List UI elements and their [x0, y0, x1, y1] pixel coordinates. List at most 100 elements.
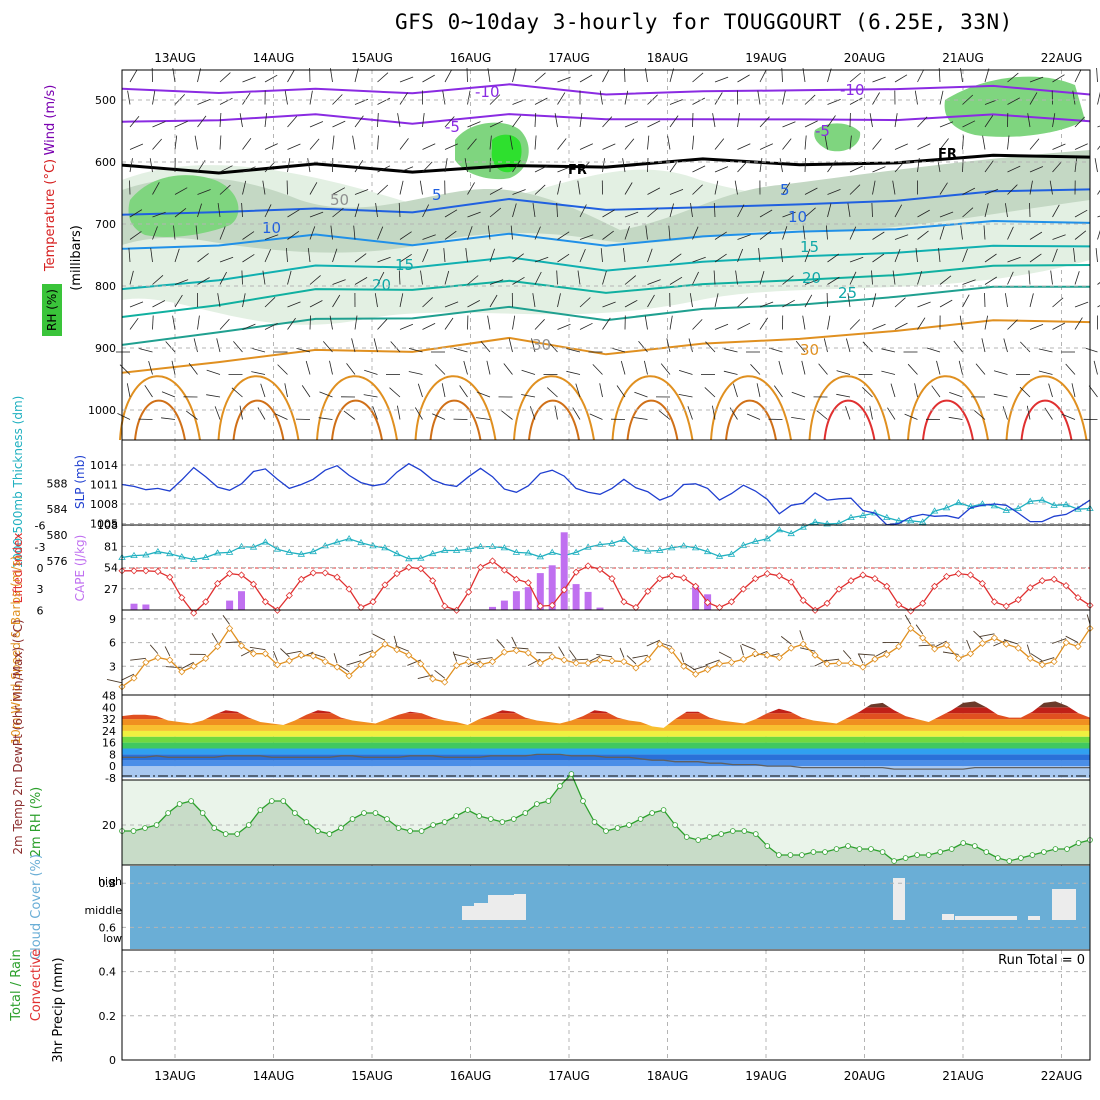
temp-band — [122, 760, 1090, 767]
lifted-index-point — [465, 588, 473, 596]
wind-barb — [692, 319, 703, 330]
wind-barb — [894, 74, 908, 83]
contour-label: FR — [938, 147, 957, 162]
wind-barb — [377, 318, 388, 330]
precip-tick-label: 0.2 — [99, 1010, 117, 1023]
temp-tick-label: 48 — [102, 690, 116, 703]
lifted-index-point — [859, 571, 867, 579]
wind-barb — [188, 363, 198, 375]
wind-barb — [827, 315, 831, 330]
contour-label: 20 — [802, 269, 821, 287]
wind-speed-point — [369, 650, 377, 659]
wind-barb — [1007, 271, 1014, 285]
surface-wind-barb — [569, 649, 577, 660]
thickness-point — [656, 546, 664, 553]
thickness-point — [608, 539, 616, 546]
panel-frame — [121, 949, 1091, 1061]
surface-wind-barb — [993, 639, 1007, 647]
thickness-point — [620, 535, 628, 542]
wind-barb — [846, 338, 851, 353]
wind-barb — [577, 270, 581, 285]
wind-barb — [759, 69, 767, 83]
wind-barb — [397, 113, 401, 128]
wind-barb — [307, 248, 311, 263]
surface-wind-barb — [799, 630, 804, 641]
wind-barb — [780, 248, 783, 263]
surface-wind-barb — [933, 640, 947, 648]
contour-label: -10 — [840, 81, 865, 99]
wind-barb — [375, 203, 378, 218]
isotherm-30-loop — [907, 375, 989, 441]
wind-barb — [174, 294, 183, 308]
wind-barb — [301, 385, 311, 398]
isotherm-35-loop — [1020, 399, 1073, 441]
cape-bar — [524, 587, 532, 610]
wind-barb — [174, 207, 187, 218]
cloud-bar — [514, 894, 526, 920]
wind-barb — [984, 253, 997, 263]
wind-barb — [330, 225, 333, 240]
wind-barb — [1061, 413, 1076, 420]
wind-speed-point — [966, 650, 975, 658]
thickness-point — [787, 529, 795, 537]
wind-barb — [459, 385, 468, 398]
wind-barb — [939, 275, 952, 285]
isotherm-line — [121, 83, 1091, 96]
wind-barb — [377, 165, 391, 173]
wind-barb — [768, 347, 783, 353]
rh-legend-swatch — [42, 284, 62, 336]
wind-barb — [692, 226, 699, 240]
wind-barb — [782, 211, 796, 218]
wind-barb — [894, 113, 898, 128]
wind-barb — [219, 318, 230, 330]
thickness-point — [225, 548, 234, 555]
cape-bar — [584, 591, 592, 610]
thickness-point — [309, 547, 317, 555]
wind-barb — [1074, 116, 1085, 128]
wind-barb — [823, 338, 828, 353]
wind-barb — [948, 416, 963, 420]
wind-barb — [827, 68, 832, 83]
wind-barb — [714, 180, 719, 195]
wind-barb — [733, 383, 738, 398]
wind-barb — [161, 417, 176, 420]
cape-bar — [572, 584, 580, 610]
wind-barb — [804, 187, 818, 195]
date-label-top: 13AUG — [154, 51, 196, 65]
wind-barb — [669, 115, 679, 128]
wind-barb — [791, 391, 806, 398]
rh-point — [499, 819, 506, 825]
rh-point — [453, 813, 460, 819]
surface-wind-barb — [780, 636, 792, 645]
wind-barb — [818, 363, 828, 375]
thickness-line — [121, 499, 1091, 561]
wind-barb — [960, 225, 963, 240]
wind-barb — [624, 299, 638, 308]
wind-barb — [219, 97, 233, 105]
thickness-point — [333, 538, 341, 545]
wind-barb — [1052, 297, 1064, 308]
wind-barb — [647, 207, 659, 218]
wind-speed-point — [536, 659, 544, 667]
thickness-point — [799, 523, 807, 530]
temperature-axis-title: Temperature (°C) — [43, 159, 58, 272]
lifted-index-point — [237, 571, 246, 579]
surface-wind-barb — [358, 650, 374, 656]
lifted-index-point — [966, 571, 975, 579]
lifted-index-point — [261, 598, 269, 606]
wind-barb — [1007, 184, 1018, 195]
wind-barb — [129, 209, 143, 218]
wind-barb — [849, 271, 857, 285]
wind-barb — [138, 348, 153, 353]
thickness-point — [667, 544, 676, 551]
wind-barb — [939, 182, 948, 195]
wind-barb — [737, 234, 751, 240]
date-label-bottom: 16AUG — [450, 1069, 492, 1083]
wind-barb — [1029, 253, 1042, 263]
lifted-index-point — [130, 567, 138, 575]
lifted-index-point — [488, 557, 497, 565]
wind-barb — [197, 203, 202, 218]
wind-barb — [287, 158, 291, 173]
wind-barb — [173, 225, 176, 240]
wind-barb — [219, 72, 231, 83]
